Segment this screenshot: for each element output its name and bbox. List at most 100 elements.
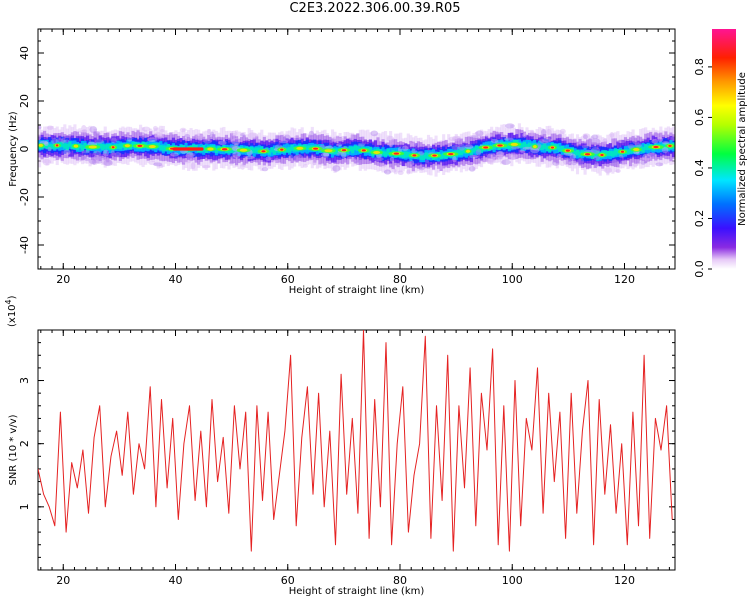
heatmap-speckle [325,145,334,149]
heatmap-speckle [383,169,392,175]
heatmap-speckle [38,133,42,141]
heatmap-speckle [591,134,599,140]
heatmap-speckle [94,157,100,164]
heatmap-cell [384,151,388,157]
heatmap-speckle [611,159,619,166]
heatmap-peak-max [221,148,228,151]
heatmap-speckle [81,150,91,154]
heatmap-speckle [335,137,345,142]
heatmap-speckle [195,133,204,139]
heatmap-speckle [632,137,638,144]
colorbar-tick-label: 0.2 [693,210,706,228]
heatmap-cell [596,150,600,157]
heatmap-speckle [207,128,212,135]
heatmap-cell [80,144,85,151]
heatmap-speckle [452,156,457,163]
heatmap-cell [439,153,443,160]
heatmap-speckle [170,152,179,157]
heatmap-speckle [452,135,461,142]
heatmap-speckle [571,160,577,166]
heatmap-speckle [615,169,621,173]
heatmap-cell [462,148,466,154]
heatmap-cell [270,147,274,153]
heatmap-speckle [503,137,514,141]
heatmap-speckle [95,139,104,144]
x-tick-label: 120 [614,574,635,587]
heatmap-cell [457,149,461,156]
heatmap-peak-max [341,149,347,152]
heatmap-speckle [458,143,466,151]
heatmap-cell [68,141,72,147]
heatmap-speckle [92,131,101,137]
heatmap-speckle [240,133,245,137]
heatmap-speckle [331,136,342,142]
heatmap-speckle [397,146,402,154]
heatmap-speckle [475,149,482,156]
heatmap-speckle [159,129,165,133]
heatmap-max-streak [172,147,204,151]
heatmap-speckle [265,156,272,161]
heatmap-speckle [406,160,412,168]
heatmap-cell [368,146,372,154]
heatmap-speckle [640,160,647,165]
heatmap-cell [78,143,82,149]
x-tick-label: 40 [169,574,183,587]
heatmap-speckle [240,163,245,170]
heatmap-cell [232,146,236,153]
heatmap-speckle [409,160,415,166]
heatmap-speckle [646,152,657,157]
heatmap-speckle [530,130,535,134]
heatmap-speckle [153,132,164,139]
heatmap-cell [525,143,529,150]
heatmap-speckle [63,139,70,143]
heatmap-speckle [602,138,608,145]
heatmap-speckle [642,153,652,161]
heatmap-cell [474,145,479,151]
heatmap-speckle [77,155,86,161]
heatmap-cell [303,144,307,150]
heatmap-speckle [609,132,615,138]
heatmap-speckle [590,138,601,145]
heatmap-peak-max [361,149,366,152]
heatmap-peak-max [313,147,319,150]
heatmap-speckle [486,158,496,163]
x-tick-label: 20 [56,574,70,587]
heatmap-cell [444,152,448,159]
heatmap-peak-core [239,148,248,152]
heatmap-speckle [655,162,664,167]
heatmap-peak-max [432,154,437,157]
heatmap-cell [573,150,577,156]
heatmap-cell [131,142,135,148]
y-tick-label: 2 [18,440,31,447]
heatmap-speckle [406,169,411,175]
heatmap-speckle [522,146,533,150]
x-tick-label: 80 [393,273,407,286]
heatmap-speckle [470,135,479,140]
heatmap-cell [83,143,87,150]
heatmap-speckle [228,161,235,165]
heatmap-cell [348,146,352,152]
y-axis-label: SNR (10 * v/v) [8,414,19,485]
heatmap-speckle [651,138,659,144]
spectrogram-heatmap [38,123,675,177]
heatmap-cell [520,143,524,148]
snr-panel: 20 40 60 80 100 120 1 2 3 Height of straight line… [4,295,676,597]
heatmap-cell [65,143,69,151]
chart-title: C2E3.2022.306.00.39.R05 [289,1,461,16]
x-tick-label: 100 [502,574,523,587]
heatmap-speckle [556,153,562,160]
heatmap-cell [336,148,340,154]
heatmap-speckle [437,165,444,170]
heatmap-speckle [203,138,212,144]
heatmap-cell [250,146,254,153]
y-axis-label: Frequency (Hz) [8,111,19,187]
snr-line [38,330,673,552]
heatmap-speckle [141,126,151,132]
heatmap-peak-max [111,146,115,149]
heatmap-peak-max [261,150,266,153]
heatmap-peak-core [466,149,471,153]
y-tick-label: 0 [18,146,31,153]
heatmap-speckle [46,125,54,130]
heatmap-speckle [486,159,496,164]
